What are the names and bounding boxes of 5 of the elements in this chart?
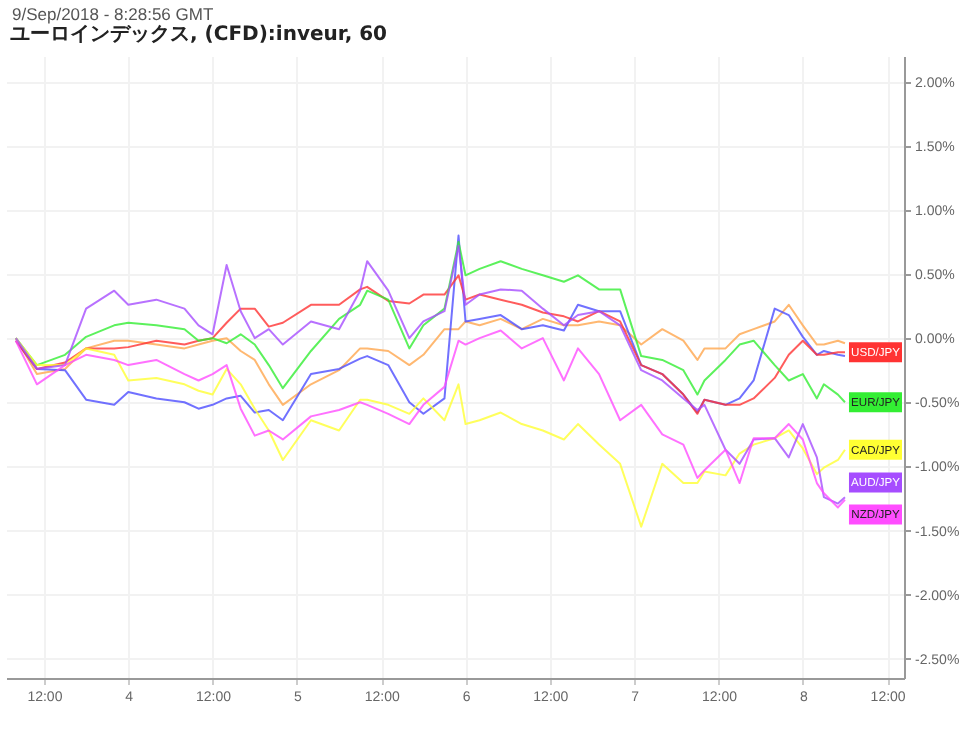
line-series <box>14 303 846 406</box>
line-series <box>14 244 846 505</box>
line-series <box>14 274 846 415</box>
text: 9/Sep/2018 - 8:28:56 GMT <box>12 4 214 24</box>
chart-title: ユーロインデックス, (CFD):inveur, 60 <box>10 24 388 46</box>
